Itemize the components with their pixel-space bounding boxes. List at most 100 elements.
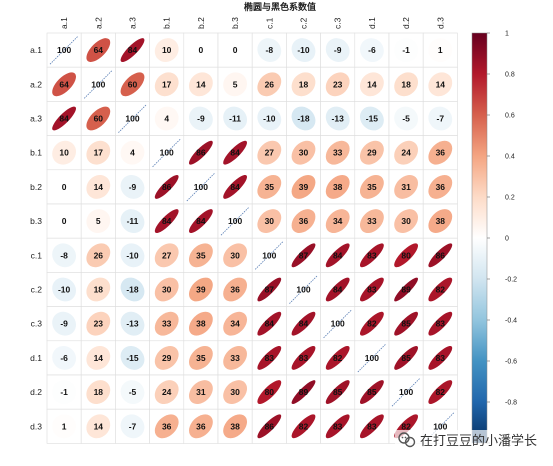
- value-label: 83: [367, 285, 377, 295]
- value-label: 87: [265, 285, 275, 295]
- matrix-cell: -15: [354, 101, 390, 136]
- matrix-cell: 38: [422, 203, 458, 239]
- value-label: 100: [262, 250, 276, 260]
- correlation-ellipse: [52, 174, 77, 199]
- matrix-cell: -7: [115, 408, 150, 444]
- row-labels: a.1 a.2 a.3 b.1 b.2 b.3 c.1 c.2 c.3 d.1 d.2 d.3: [30, 45, 42, 431]
- matrix-cell: 100: [251, 237, 287, 273]
- value-label: 84: [265, 319, 275, 329]
- correlation-ellipse: [223, 38, 248, 63]
- matrix-cell: 82: [422, 374, 458, 410]
- value-label: 36: [436, 182, 446, 192]
- column-label: a.1: [59, 17, 69, 29]
- matrix-cell: -9: [46, 306, 82, 342]
- correlation-ellipse: [154, 311, 179, 336]
- value-label: -10: [58, 285, 71, 295]
- matrix-cell: 100: [354, 340, 390, 376]
- value-label: -11: [127, 216, 139, 226]
- correlation-ellipse: [428, 380, 453, 405]
- colorbar: 10.80.60.40.20-0.2-0.4-0.6-0.8-1: [471, 31, 517, 448]
- correlation-ellipse: [188, 345, 213, 370]
- correlation-ellipse: [86, 311, 111, 336]
- matrix-cell: -9: [115, 169, 150, 205]
- correlation-ellipse: [257, 209, 282, 234]
- matrix-cell: 24: [388, 135, 424, 171]
- correlation-ellipse: [359, 72, 384, 97]
- correlation-ellipse: [223, 243, 248, 268]
- value-label: -8: [266, 45, 274, 55]
- value-label: 84: [162, 216, 172, 226]
- value-label: 33: [367, 216, 377, 226]
- value-label: 30: [401, 216, 411, 226]
- matrix-cell: 36: [217, 272, 253, 307]
- value-label: 35: [367, 182, 377, 192]
- colorbar-tick-label: -0.2: [505, 277, 517, 284]
- row-label: a.1: [30, 45, 42, 55]
- value-label: 30: [230, 387, 240, 397]
- correlation-ellipse: [325, 38, 350, 63]
- value-label: 86: [196, 148, 206, 158]
- matrix-cell: -5: [115, 374, 150, 410]
- matrix-cell: 83: [354, 272, 390, 307]
- matrix-cell: 35: [183, 237, 219, 273]
- matrix-cell: 36: [422, 169, 458, 205]
- matrix-cell: 100: [115, 101, 150, 136]
- matrix-cell: 5: [217, 66, 253, 102]
- correlation-ellipse: [188, 140, 213, 165]
- correlation-ellipse: [359, 380, 384, 405]
- matrix-cell: 86: [251, 408, 287, 444]
- matrix-cell: 80: [251, 374, 287, 410]
- matrix-cell: 33: [354, 203, 390, 239]
- value-label: 83: [265, 353, 275, 363]
- diagonal-line: [186, 172, 216, 202]
- correlation-ellipse: [154, 345, 179, 370]
- correlation-ellipse: [394, 38, 419, 63]
- correlation-ellipse: [120, 311, 145, 336]
- value-label: -9: [60, 319, 68, 329]
- value-label: 80: [265, 387, 275, 397]
- matrix-cell: -11: [217, 101, 253, 136]
- row-label: a.3: [30, 114, 42, 124]
- correlation-ellipse: [154, 174, 179, 199]
- diagonal-line: [254, 240, 284, 270]
- colorbar-gradient: [471, 32, 488, 444]
- value-label: 24: [401, 148, 411, 158]
- value-label: 14: [94, 182, 104, 192]
- correlation-ellipse: [291, 174, 316, 199]
- row-label: d.3: [30, 421, 42, 431]
- value-label: 23: [333, 79, 343, 89]
- correlation-ellipse: [223, 106, 248, 131]
- row-label: b.2: [30, 182, 42, 192]
- value-label: -5: [402, 114, 410, 124]
- value-label: -5: [129, 387, 137, 397]
- value-label: 82: [436, 285, 446, 295]
- matrix-cell: 82: [422, 272, 458, 307]
- value-label: 82: [333, 353, 343, 363]
- matrix-cell: 30: [388, 203, 424, 239]
- value-label: -9: [197, 114, 205, 124]
- value-label: -8: [60, 250, 68, 260]
- matrix-cell: 17: [149, 66, 185, 102]
- value-label: -11: [229, 114, 241, 124]
- correlation-ellipse: [120, 209, 145, 234]
- correlation-ellipse: [52, 311, 77, 336]
- matrix-cell: 5: [80, 203, 116, 239]
- correlation-ellipse: [257, 140, 282, 165]
- column-label: c.1: [264, 17, 274, 29]
- matrix-cell: 27: [251, 135, 287, 171]
- matrix-cell: 87: [251, 272, 287, 307]
- column-label: d.3: [435, 17, 445, 29]
- matrix-cell: -6: [354, 32, 390, 68]
- correlation-ellipse: [86, 174, 111, 199]
- matrix-cell: 84: [46, 101, 82, 136]
- correlation-ellipse: [120, 38, 145, 63]
- correlation-ellipse: [291, 345, 316, 370]
- diagonal-line: [83, 69, 113, 99]
- value-label: 18: [94, 285, 104, 295]
- value-label: 80: [401, 250, 411, 260]
- correlation-ellipse: [359, 106, 384, 131]
- value-label: 36: [436, 148, 446, 158]
- matrix-cell: 26: [251, 66, 287, 102]
- matrix-cell: 83: [422, 306, 458, 342]
- value-label: 26: [265, 79, 275, 89]
